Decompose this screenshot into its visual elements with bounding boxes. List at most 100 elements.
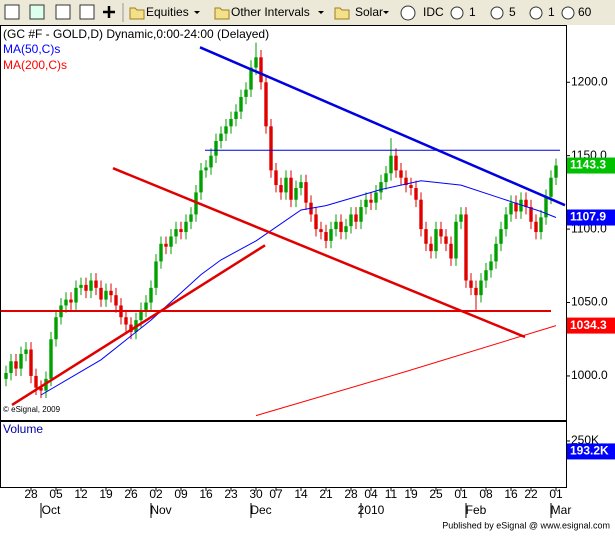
candle-body xyxy=(329,229,333,241)
last-value-box xyxy=(567,209,615,226)
candle-body xyxy=(469,280,473,288)
icon-add[interactable] xyxy=(103,6,115,18)
trendline xyxy=(199,46,566,207)
x-tick-label: 14 xyxy=(294,487,308,501)
candle-body xyxy=(449,243,453,259)
x-tick-label: 16 xyxy=(504,487,518,501)
candle-body xyxy=(274,170,278,186)
x-tick-label: 04 xyxy=(364,487,378,501)
x-tick-label: 09 xyxy=(174,487,188,501)
chart-title: (GC #F - GOLD,D) Dynamic,0:00-24:00 (Del… xyxy=(3,27,269,41)
last-value-label: 1034.3 xyxy=(570,318,607,332)
x-tick-label: 05 xyxy=(49,487,63,501)
candle-body xyxy=(394,155,398,171)
x-tick-label: 21 xyxy=(319,487,333,501)
x-tick-label: 01 xyxy=(454,487,468,501)
candle-body xyxy=(519,199,523,212)
month-label: 2010 xyxy=(358,503,385,517)
candle-body xyxy=(464,214,468,281)
candle-body xyxy=(209,155,213,168)
icon[interactable] xyxy=(4,4,20,20)
last-value-label: 1143.3 xyxy=(570,158,606,172)
candle-body xyxy=(269,126,273,171)
interval-icon xyxy=(529,6,543,20)
folder-icon xyxy=(214,7,230,20)
price-panel xyxy=(0,25,567,421)
candle-body xyxy=(144,302,148,310)
candle-body xyxy=(264,82,268,127)
candle-body xyxy=(539,217,543,233)
interval-button[interactable]: 1 xyxy=(548,5,555,19)
candle-body xyxy=(399,170,403,178)
x-tick-label: 26 xyxy=(124,487,138,501)
icon[interactable] xyxy=(55,4,71,20)
candle-body xyxy=(299,182,303,188)
candle-body xyxy=(9,361,13,374)
candle-body xyxy=(379,182,383,193)
folder-icon xyxy=(129,7,145,20)
candle-body xyxy=(54,317,58,340)
interval-button[interactable]: 1 xyxy=(469,5,476,19)
candle-body xyxy=(384,173,388,183)
last-value-box xyxy=(567,443,615,460)
candle-body xyxy=(94,280,98,288)
candle-body xyxy=(529,207,533,222)
icon[interactable] xyxy=(29,4,45,20)
x-tick-label: 12 xyxy=(74,487,88,501)
candle-body xyxy=(219,133,223,142)
candle-body xyxy=(359,207,363,222)
y-tick-label: 1200.0 xyxy=(571,74,608,88)
interval-button[interactable]: 5 xyxy=(509,5,516,19)
candle-body xyxy=(79,284,83,288)
trendline xyxy=(112,167,526,339)
menu-button[interactable]: Equities xyxy=(146,5,189,19)
candle-body xyxy=(349,214,353,227)
menu-button[interactable]: Other Intervals xyxy=(231,5,310,19)
icon[interactable] xyxy=(79,4,95,20)
x-tick-label: 11 xyxy=(385,487,398,501)
candle-body xyxy=(224,126,228,134)
candle-body xyxy=(174,229,178,237)
symbol-button[interactable]: IDC xyxy=(423,5,444,19)
candle-body xyxy=(294,187,298,200)
candle-body xyxy=(454,221,458,259)
x-tick-label: 30 xyxy=(249,487,263,501)
candle-body xyxy=(354,214,358,222)
menu-button[interactable]: Solar xyxy=(355,5,383,19)
candle-body xyxy=(39,387,43,391)
interval-button[interactable]: 60 xyxy=(578,5,592,19)
candle-body xyxy=(424,229,428,244)
candle-body xyxy=(429,243,433,252)
candle-body xyxy=(229,118,233,127)
candle-body xyxy=(499,229,503,244)
candle-body xyxy=(109,290,113,296)
candle-body xyxy=(244,89,248,97)
candle-body xyxy=(374,192,378,203)
x-tick-label: 22 xyxy=(524,487,538,501)
candle-body xyxy=(49,339,53,379)
footer: Published by eSignal @ www.esignal.com xyxy=(442,520,610,530)
candle-body xyxy=(344,226,348,233)
candle-body xyxy=(494,243,498,262)
candle-body xyxy=(159,243,163,262)
x-tick-label: 25 xyxy=(429,487,443,501)
trendline xyxy=(11,244,266,406)
candle-body xyxy=(549,177,553,197)
candle-body xyxy=(139,309,143,321)
y-tick-label: 1000.0 xyxy=(571,368,608,382)
candle-body xyxy=(284,177,288,193)
candle-body xyxy=(14,361,18,369)
candle-body xyxy=(214,141,218,156)
copyright: © eSignal, 2009 xyxy=(3,405,61,414)
candle-body xyxy=(234,111,238,119)
candle-body xyxy=(69,299,73,303)
x-tick-label: 19 xyxy=(99,487,113,501)
candle-body xyxy=(514,202,518,212)
month-label: Oct xyxy=(42,503,61,517)
last-value-label: 193.2K xyxy=(570,444,609,458)
candle-body xyxy=(554,165,558,178)
candle-body xyxy=(369,199,373,203)
candle-body xyxy=(84,284,88,291)
candle-body xyxy=(509,202,513,215)
candle-body xyxy=(389,155,393,174)
